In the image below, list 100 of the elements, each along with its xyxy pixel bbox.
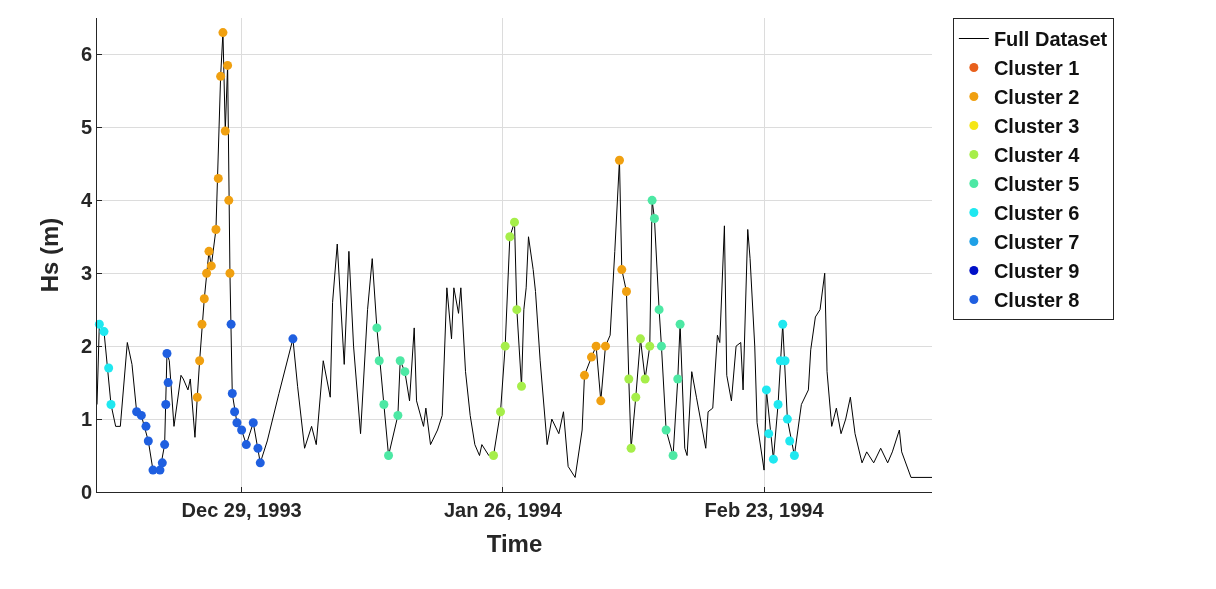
- y-tick-label: 6: [80, 43, 92, 66]
- point: [621, 286, 631, 296]
- x-tick-label: Dec 29, 1993: [181, 499, 302, 521]
- point: [393, 410, 403, 420]
- point: [626, 443, 636, 453]
- x-tick-label: Feb 23, 1994: [704, 499, 825, 521]
- point: [496, 407, 506, 417]
- point: [220, 126, 230, 136]
- point: [157, 458, 167, 468]
- point: [635, 334, 645, 344]
- legend-label: Cluster 9: [993, 260, 1080, 283]
- point: [224, 195, 234, 205]
- legend-label: Cluster 8: [993, 289, 1080, 312]
- point: [768, 454, 778, 464]
- point: [789, 451, 799, 461]
- point: [647, 195, 657, 205]
- point: [617, 265, 627, 275]
- point: [579, 370, 589, 380]
- y-tick-label: 0: [80, 481, 92, 503]
- point: [223, 60, 233, 70]
- point: [614, 155, 624, 165]
- point: [141, 421, 151, 431]
- point: [661, 425, 671, 435]
- point: [218, 28, 228, 38]
- point: [586, 352, 596, 362]
- point: [211, 224, 221, 234]
- y-tick-label: 3: [80, 262, 92, 285]
- point: [372, 323, 382, 333]
- point: [248, 418, 258, 428]
- point: [773, 399, 783, 409]
- point: [761, 385, 771, 395]
- point: [668, 451, 678, 461]
- point: [510, 217, 519, 227]
- y-tick-label: 2: [80, 335, 92, 358]
- point: [512, 305, 522, 315]
- point: [640, 374, 650, 384]
- point: [241, 440, 251, 450]
- point: [143, 436, 153, 446]
- point: [675, 319, 685, 329]
- legend-label: Cluster 2: [993, 86, 1080, 109]
- point: [99, 327, 109, 337]
- point: [227, 389, 237, 399]
- point: [213, 173, 223, 183]
- point: [163, 378, 173, 388]
- point: [162, 348, 172, 358]
- point: [782, 414, 792, 424]
- point: [204, 246, 214, 256]
- y-axis-title: Hs (m): [35, 217, 63, 293]
- point: [155, 465, 165, 475]
- legend-label: Cluster 3: [993, 115, 1080, 138]
- legend-label: Cluster 7: [993, 231, 1080, 254]
- point: [654, 305, 664, 315]
- point: [673, 374, 683, 384]
- y-tick-label: 1: [80, 408, 92, 431]
- point: [624, 374, 634, 384]
- legend-label: Cluster 4: [993, 144, 1081, 167]
- point: [400, 367, 410, 377]
- point: [106, 399, 116, 409]
- point: [785, 436, 795, 446]
- point: [600, 341, 610, 351]
- point: [591, 341, 601, 351]
- point: [596, 396, 606, 406]
- legend-label: Full Dataset: [993, 28, 1108, 51]
- point: [489, 451, 499, 461]
- point: [230, 407, 240, 417]
- legend-label: Cluster 1: [993, 57, 1080, 80]
- point: [505, 232, 515, 242]
- point: [232, 418, 242, 428]
- point: [631, 392, 641, 402]
- point: [161, 399, 171, 409]
- point: [649, 214, 659, 224]
- point: [764, 429, 774, 439]
- legend-label: Cluster 5: [993, 173, 1080, 196]
- point: [202, 268, 212, 278]
- point: [253, 443, 263, 453]
- y-tick-label: 4: [80, 189, 93, 212]
- point: [656, 341, 666, 351]
- point: [94, 319, 104, 329]
- x-axis-title: Time: [486, 530, 543, 558]
- point: [136, 410, 146, 420]
- point: [384, 451, 394, 461]
- point: [778, 319, 788, 329]
- point: [237, 425, 247, 435]
- point: [379, 399, 389, 409]
- point: [197, 319, 207, 329]
- point: [195, 356, 205, 366]
- point: [206, 261, 216, 271]
- point: [645, 341, 655, 351]
- point: [225, 268, 235, 278]
- point: [226, 319, 236, 329]
- point: [216, 71, 226, 81]
- point: [255, 458, 265, 468]
- point: [160, 440, 170, 450]
- point: [374, 356, 384, 366]
- point: [517, 381, 526, 391]
- point: [500, 341, 510, 351]
- point: [288, 334, 298, 344]
- point: [192, 392, 202, 402]
- legend-label: Cluster 6: [993, 202, 1080, 225]
- x-tick-label: Jan 26, 1994: [443, 499, 563, 521]
